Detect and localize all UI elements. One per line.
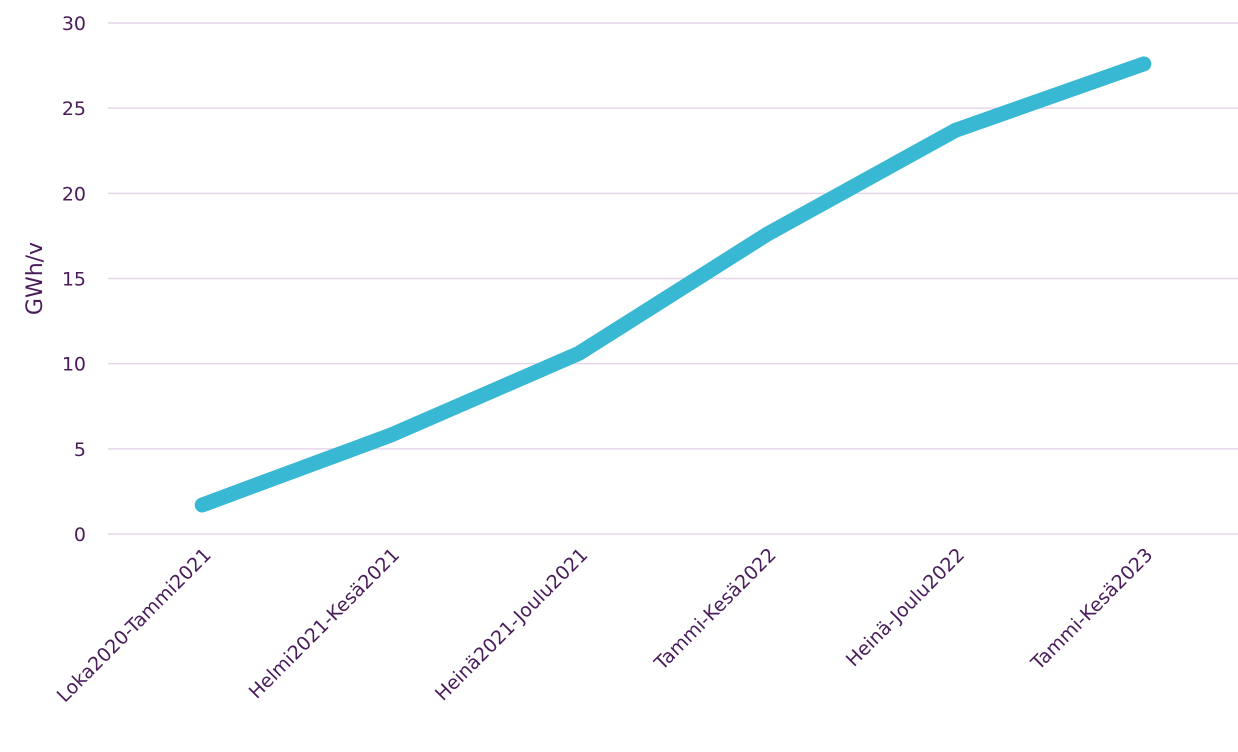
y-tick-label: 10 [62,354,86,376]
x-tick-label: Heinä-Joulu2022 [842,544,969,671]
y-tick-label: 0 [74,524,86,546]
series-line [194,56,1152,513]
y-tick-label: 15 [62,269,86,291]
y-tick-label: 20 [62,183,86,205]
data-point [200,503,205,508]
data-point [765,232,770,237]
x-tick-label: Loka2020-Tammi2021 [53,544,216,707]
x-tick-label: Helmi2021-Kesä2021 [245,544,404,703]
x-tick-label: Tammi-Kesä2023 [1026,544,1157,675]
x-tick-label: Tammi-Kesä2022 [650,544,781,675]
y-tick-label: 25 [62,98,86,120]
y-tick-label: 5 [74,439,86,461]
data-point [388,433,393,438]
data-point [1141,61,1146,66]
x-axis-ticks: Loka2020-Tammi2021 Helmi2021-Kesä2021 Hein… [53,544,1158,707]
y-tick-label: 30 [62,13,86,35]
y-axis-title: GWh/v [23,242,48,315]
data-point [576,351,581,356]
gridlines [108,22,1238,535]
series-group [194,56,1152,513]
x-tick-label: Heinä2021-Joulu2021 [431,544,592,705]
y-axis-ticks: 0 5 10 15 20 25 30 [62,13,86,546]
data-point [953,128,958,133]
